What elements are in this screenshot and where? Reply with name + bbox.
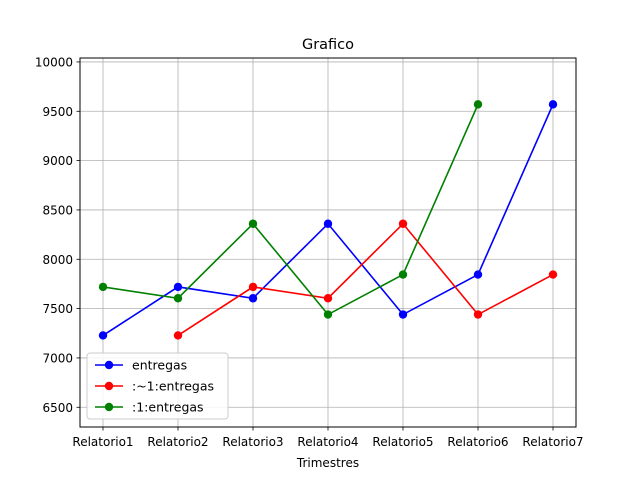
data-point (173, 294, 183, 303)
legend-marker (104, 402, 114, 412)
data-point (548, 270, 558, 279)
series-3 (98, 100, 483, 319)
y-tick-label: 9500 (42, 105, 73, 119)
data-point (398, 219, 408, 228)
y-tick-label: 10000 (35, 55, 73, 69)
x-tick-label: Relatorio5 (372, 435, 433, 449)
series (98, 100, 558, 340)
x-tick-label: Relatorio3 (222, 435, 283, 449)
data-point (323, 219, 333, 228)
data-point (473, 100, 483, 109)
y-tick-label: 6500 (42, 401, 73, 415)
legend-item: :~1:entregas (95, 379, 214, 394)
data-point (398, 310, 408, 319)
legend-box (86, 352, 229, 420)
y-tick-label: 8500 (42, 203, 73, 217)
data-point (173, 282, 183, 292)
legend-item: entregas (95, 358, 187, 373)
legend-item: :1:entregas (95, 400, 204, 415)
x-tick-label: Relatorio4 (297, 435, 358, 449)
data-point (98, 282, 108, 292)
x-tick-label: Relatorio2 (147, 435, 208, 449)
series-1 (98, 100, 558, 340)
series-line (102, 104, 479, 316)
data-point (248, 282, 258, 292)
data-point (473, 310, 483, 319)
x-axis-label: Trimestres (296, 456, 359, 470)
data-point (248, 294, 258, 303)
data-point (323, 310, 333, 319)
legend-label: :~1:entregas (132, 379, 214, 394)
x-tick-label: Relatorio1 (72, 435, 133, 449)
legend-label: :1:entregas (132, 400, 204, 415)
legend-marker (104, 381, 114, 391)
data-point (323, 294, 333, 303)
chart-title: Grafico (302, 37, 354, 53)
y-tick-label: 9000 (42, 154, 73, 168)
data-point (173, 331, 183, 340)
x-tick-label: Relatorio6 (447, 435, 508, 449)
x-axis-ticks: Relatorio1 Relatorio2 Relatorio3 Relatorio4… (72, 427, 584, 449)
y-axis-ticks: 6500 7000 7500 8000 8500 9000 9500 10000 (35, 55, 80, 415)
data-point (473, 270, 483, 279)
legend-marker (104, 360, 114, 370)
legend-label: entregas (132, 358, 187, 373)
x-tick-label: Relatorio7 (522, 435, 583, 449)
series-2 (173, 219, 558, 340)
data-point (248, 219, 258, 228)
data-point (98, 331, 108, 340)
y-tick-label: 7000 (42, 351, 73, 365)
y-tick-label: 7500 (42, 302, 73, 316)
data-point (548, 100, 558, 109)
legend: entregas :~1:entregas :1:entregas (86, 352, 229, 420)
y-tick-label: 8000 (42, 253, 73, 267)
series-line (177, 222, 554, 337)
data-point (398, 270, 408, 279)
